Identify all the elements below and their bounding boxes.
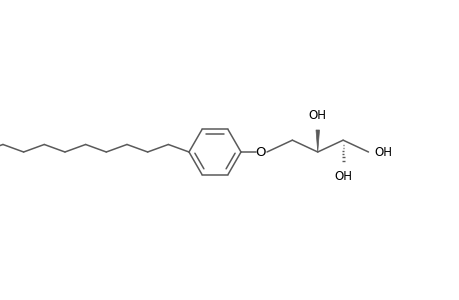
Text: OH: OH <box>308 109 326 122</box>
Text: OH: OH <box>333 170 351 183</box>
Polygon shape <box>315 130 319 152</box>
Text: O: O <box>255 146 266 158</box>
Text: OH: OH <box>374 146 392 158</box>
